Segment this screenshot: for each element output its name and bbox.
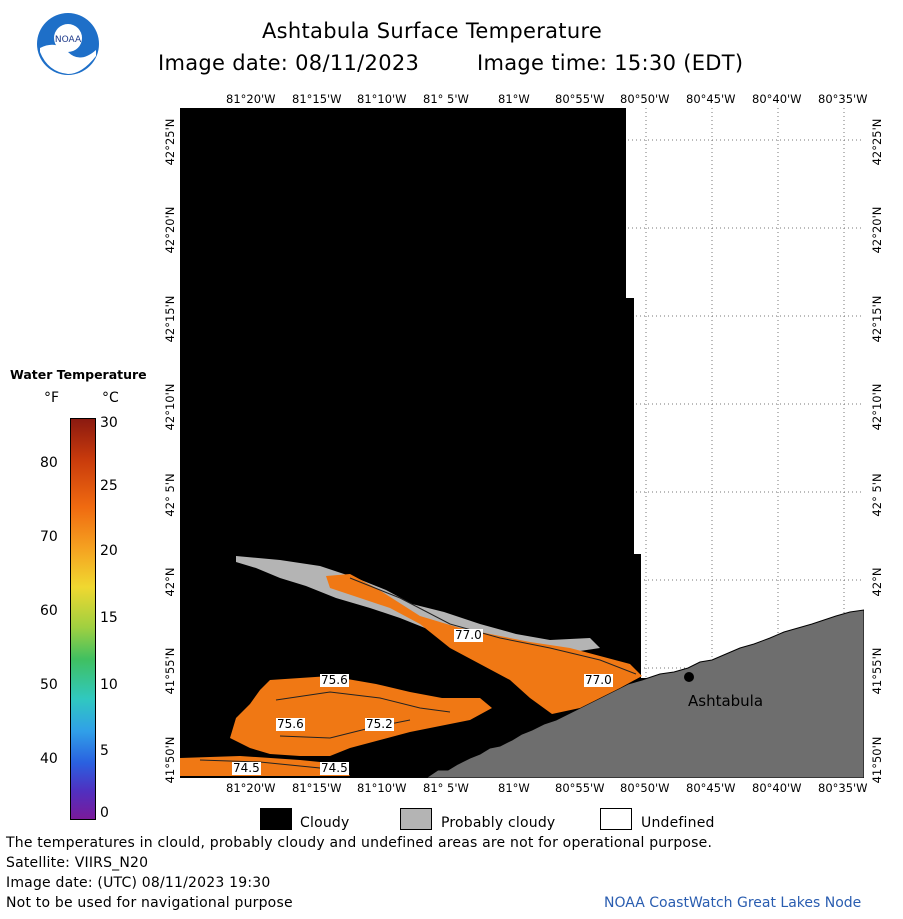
noaa-logo: NOAA — [36, 12, 100, 76]
legend-unit-f: °F — [44, 390, 60, 406]
legend-title: Water Temperature — [10, 367, 147, 382]
lat-label: 42°10'N — [870, 383, 884, 431]
lon-label: 80°35'W — [818, 781, 868, 795]
lon-label: 80°40'W — [752, 92, 802, 106]
lat-label: 42°N — [870, 567, 884, 597]
lon-label: 81°10'W — [357, 92, 407, 106]
contour-label: 74.5 — [232, 761, 261, 775]
temperature-map — [180, 108, 864, 778]
lat-label: 41°50'N — [870, 736, 884, 784]
lat-label: 42°25'N — [870, 118, 884, 166]
lon-label: 80°45'W — [686, 92, 736, 106]
lat-label: 42°25'N — [163, 118, 177, 166]
f-tick: 60 — [40, 603, 58, 619]
lat-label: 42°15'N — [870, 295, 884, 343]
c-tick: 30 — [100, 415, 118, 431]
lat-label: 42°20'N — [870, 206, 884, 254]
lat-label: 41°50'N — [163, 736, 177, 784]
footer-utc-date: Image date: (UTC) 08/11/2023 19:30 — [6, 875, 271, 891]
cloudy-area — [180, 108, 650, 778]
contour-label: 75.6 — [276, 717, 305, 731]
contour-label: 75.2 — [365, 717, 394, 731]
warm-water-patch — [230, 676, 492, 756]
f-tick: 80 — [40, 455, 58, 471]
lon-label: 80°45'W — [686, 781, 736, 795]
logo-text: NOAA — [55, 35, 82, 45]
c-tick: 5 — [100, 743, 109, 759]
lat-label: 41°55'N — [163, 647, 177, 695]
c-tick: 20 — [100, 543, 118, 559]
lat-label: 42°15'N — [163, 295, 177, 343]
lat-label: 42° 5'N — [163, 473, 177, 517]
contour-label: 77.0 — [454, 628, 483, 642]
f-tick: 50 — [40, 677, 58, 693]
place-label-ashtabula: Ashtabula — [688, 692, 764, 710]
f-tick: 70 — [40, 529, 58, 545]
lat-label: 42°N — [163, 567, 177, 597]
c-tick: 0 — [100, 805, 109, 821]
lon-label: 80°55'W — [555, 92, 605, 106]
lon-label: 81° 5'W — [423, 781, 469, 795]
lat-label: 42° 5'N — [870, 473, 884, 517]
lat-label: 42°20'N — [163, 206, 177, 254]
image-time: Image time: 15:30 (EDT) — [477, 51, 744, 75]
c-tick: 25 — [100, 478, 118, 494]
image-date: Image date: 08/11/2023 — [158, 51, 420, 75]
key-label-undefined: Undefined — [641, 815, 715, 831]
page-title: Ashtabula Surface Temperature — [262, 19, 603, 43]
footer-disclaimer: The temperatures in clould, probably clo… — [6, 835, 713, 851]
lon-label: 81°10'W — [357, 781, 407, 795]
c-tick: 10 — [100, 677, 118, 693]
c-tick: 15 — [100, 610, 118, 626]
lat-label: 41°55'N — [870, 647, 884, 695]
key-swatch-cloudy — [260, 808, 292, 830]
lon-label: 80°35'W — [818, 92, 868, 106]
lon-label: 81°20'W — [226, 92, 276, 106]
probably-cloudy-area — [236, 556, 600, 654]
footer-credit: NOAA CoastWatch Great Lakes Node — [604, 895, 862, 911]
lon-label: 81°20'W — [226, 781, 276, 795]
key-swatch-probably-cloudy — [400, 808, 432, 830]
lon-label: 81°15'W — [292, 781, 342, 795]
color-scale-bar — [70, 418, 96, 820]
lon-label: 80°40'W — [752, 781, 802, 795]
land-area — [425, 609, 864, 778]
f-tick: 40 — [40, 751, 58, 767]
legend-unit-c: °C — [102, 390, 119, 406]
lon-label: 80°50'W — [620, 92, 670, 106]
ashtabula-marker — [684, 672, 694, 682]
lon-label: 81°W — [498, 781, 530, 795]
contour-label: 74.5 — [320, 761, 349, 775]
lon-label: 80°55'W — [555, 781, 605, 795]
lon-label: 80°50'W — [620, 781, 670, 795]
footer-navigation-warning: Not to be used for navigational purpose — [6, 895, 293, 911]
footer-satellite: Satellite: VIIRS_N20 — [6, 855, 149, 871]
contour-label: 77.0 — [584, 673, 613, 687]
warm-water-area — [326, 574, 642, 714]
key-label-cloudy: Cloudy — [300, 815, 350, 831]
lon-label: 81°15'W — [292, 92, 342, 106]
key-swatch-undefined — [600, 808, 632, 830]
lat-label: 42°10'N — [163, 383, 177, 431]
contour-label: 75.6 — [320, 673, 349, 687]
key-label-probably-cloudy: Probably cloudy — [441, 815, 556, 831]
lon-label: 81°W — [498, 92, 530, 106]
lon-label: 81° 5'W — [423, 92, 469, 106]
